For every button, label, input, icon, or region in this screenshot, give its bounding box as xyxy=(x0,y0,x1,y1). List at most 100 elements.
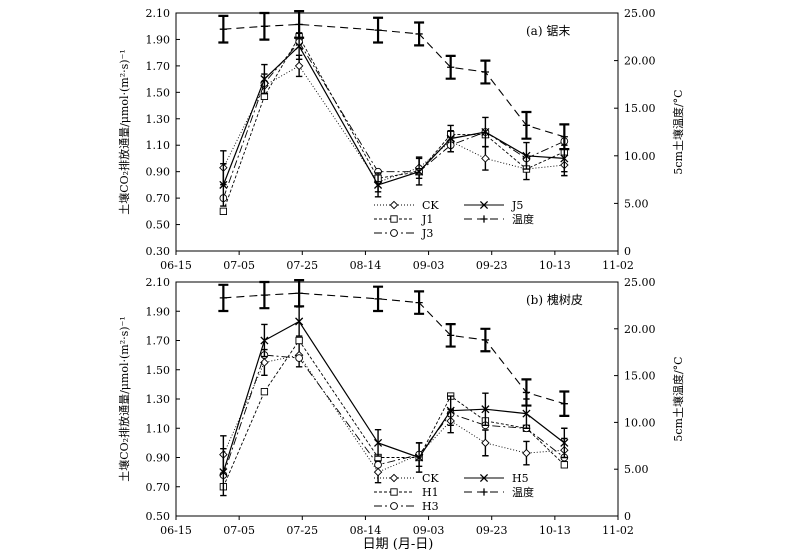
data-point-J5 xyxy=(481,127,490,137)
data-point-J5 xyxy=(219,180,228,189)
data-point-H5 xyxy=(373,438,383,447)
series-line-H5 xyxy=(222,320,565,473)
data-point-J5 xyxy=(415,167,424,176)
data-point-温度 xyxy=(560,133,568,141)
y2-tick-label: 25.00 xyxy=(624,7,656,20)
legend-label: CK xyxy=(422,472,439,485)
y2-tick-label: 5.00 xyxy=(624,197,649,210)
data-point-H1 xyxy=(560,461,568,469)
panel-title: (a) 锯末 xyxy=(526,23,570,38)
x-tick-label: 08-14 xyxy=(350,524,382,537)
data-point-温度 xyxy=(481,68,489,76)
panel-a-sawdust: 0.30 0.50 0.70 0.90 1.10 1.30 1.50 1.70 1.90 2.10… xyxy=(117,7,685,272)
legend-label: J5 xyxy=(511,199,523,212)
x-tick-label: 10-13 xyxy=(539,259,571,272)
data-point-H5 xyxy=(295,317,304,326)
x-tick-label: 11-02 xyxy=(602,259,634,272)
data-point-J5 xyxy=(560,154,569,163)
data-point-CK xyxy=(260,358,269,367)
legend-label: H5 xyxy=(512,472,529,485)
y2-tick-label: 10.00 xyxy=(624,150,656,163)
data-point-温度 xyxy=(295,20,303,29)
y-tick-label: 2.10 xyxy=(146,7,171,20)
y-tick-label: 1.70 xyxy=(146,335,171,348)
legend-marker-H3 xyxy=(390,502,398,510)
series-line-J3 xyxy=(222,41,565,199)
legend-marker-CK xyxy=(389,200,399,210)
data-point-温度 xyxy=(374,295,382,303)
x-tick-label: 07-25 xyxy=(286,524,318,537)
y2-tick-label: 20.00 xyxy=(624,323,656,336)
legend-marker-CK xyxy=(389,473,399,483)
legend-label: 温度 xyxy=(512,485,534,499)
x-tick-label: 06-15 xyxy=(160,524,192,537)
legend-marker-温度 xyxy=(480,215,488,223)
data-point-温度 xyxy=(447,331,455,339)
y-tick-label: 0.70 xyxy=(146,192,171,205)
x-tick-label: 07-05 xyxy=(223,259,255,272)
data-point-H5 xyxy=(522,409,531,418)
data-point-J5 xyxy=(260,75,269,84)
y2-tick-label: 0 xyxy=(624,510,631,523)
y-tick-label: 0.50 xyxy=(146,219,171,232)
data-point-H1 xyxy=(260,388,269,396)
data-point-温度 xyxy=(415,298,423,307)
data-point-CK xyxy=(481,154,490,163)
panel-b-locust-bark: 0.50 0.70 0.90 1.10 1.30 1.50 1.70 1.90 2.10 0 5.0… xyxy=(117,276,685,537)
data-point-CK xyxy=(294,61,304,71)
legend-marker-温度 xyxy=(480,488,488,496)
data-point-温度 xyxy=(522,388,531,397)
y2-tick-label: 15.00 xyxy=(624,370,656,383)
series-line-温度 xyxy=(223,292,565,405)
data-point-CK xyxy=(522,448,531,458)
y-tick-label: 0.70 xyxy=(146,481,171,494)
y-tick-label: 2.10 xyxy=(146,276,171,289)
x-tick-label: 06-15 xyxy=(160,259,192,272)
data-point-J5 xyxy=(295,41,304,51)
data-point-CK xyxy=(481,438,490,448)
legend-marker-J5 xyxy=(479,200,489,210)
data-point-J5 xyxy=(522,151,531,160)
data-point-温度 xyxy=(447,63,455,71)
x-tick-label: 11-02 xyxy=(602,524,634,537)
y2-tick-label: 10.00 xyxy=(624,416,656,429)
y-tick-label: 1.50 xyxy=(146,86,171,99)
y-tick-label: 0.90 xyxy=(146,452,171,465)
data-point-温度 xyxy=(374,26,382,34)
data-point-温度 xyxy=(415,30,423,38)
data-point-温度 xyxy=(260,22,268,30)
x-tick-label: 10-13 xyxy=(539,524,571,537)
data-point-温度 xyxy=(522,121,531,129)
x-tick-label: 09-23 xyxy=(476,259,508,272)
y2-axis-label: 5cm土壤温度/°C xyxy=(671,356,685,441)
y-tick-label: 1.70 xyxy=(146,60,171,73)
legend-marker-J3 xyxy=(390,229,398,237)
data-point-J1 xyxy=(219,207,228,215)
plot-frame xyxy=(175,281,619,517)
y-axis-label: 土壤CO₂排放通量/μmol·(m²·s)⁻¹ xyxy=(117,49,131,215)
y-tick-label: 0.50 xyxy=(146,510,171,523)
x-axis-label: 日期 (月-日) xyxy=(363,537,434,552)
x-tick-label: 08-14 xyxy=(350,259,382,272)
y2-tick-label: 20.00 xyxy=(624,55,656,68)
y-tick-label: 1.90 xyxy=(146,33,171,46)
data-point-H3 xyxy=(374,460,382,469)
legend-marker-H1 xyxy=(390,488,398,496)
y2-axis-label: 5cm土壤温度/°C xyxy=(671,89,685,174)
data-point-温度 xyxy=(260,291,268,299)
x-tick-label: 07-05 xyxy=(223,524,255,537)
series-line-H1 xyxy=(222,339,565,487)
y-tick-label: 1.30 xyxy=(146,113,171,126)
legend-marker-J1 xyxy=(390,215,398,223)
x-tick-label: 07-25 xyxy=(286,259,318,272)
y-tick-label: 0.90 xyxy=(146,166,171,179)
y2-tick-label: 25.00 xyxy=(624,276,656,289)
y-tick-label: 1.10 xyxy=(146,139,171,152)
x-tick-label: 09-03 xyxy=(413,524,445,537)
y2-tick-label: 0 xyxy=(624,245,631,258)
y-tick-label: 1.50 xyxy=(146,364,171,377)
series-line-J5 xyxy=(222,45,565,186)
data-point-J5 xyxy=(446,134,455,143)
data-point-温度 xyxy=(560,400,568,408)
legend-label: J3 xyxy=(421,227,433,240)
